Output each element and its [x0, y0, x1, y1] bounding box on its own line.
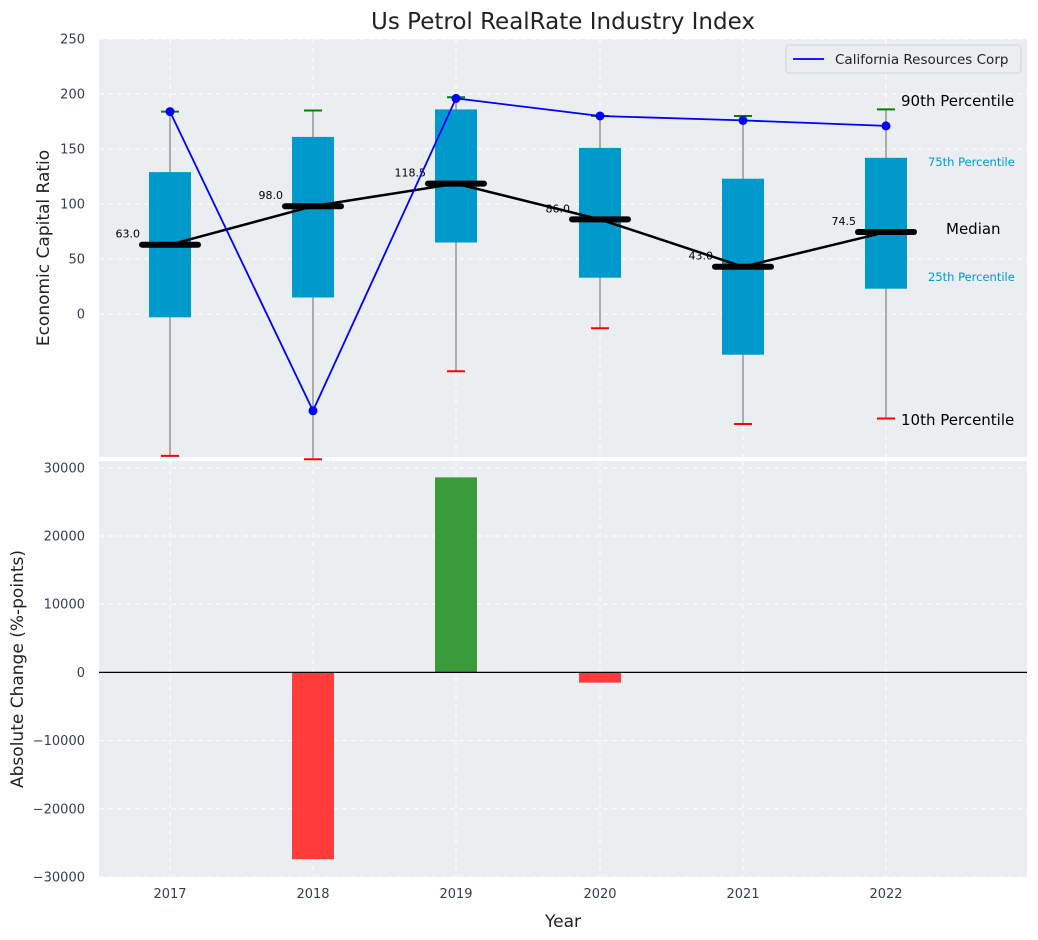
median-value-label: 86.0	[546, 202, 571, 215]
top-y-ticks: 0 50 100 150 200 250	[60, 33, 85, 323]
bottom-plot-area	[99, 461, 1027, 877]
annotation-median: Median	[946, 220, 1001, 238]
legend-box	[785, 44, 1022, 74]
bottom-y-tick-label: 10000	[44, 598, 85, 613]
company-point	[595, 111, 605, 121]
x-axis-label: Year	[544, 912, 581, 932]
top-y-axis-label: Economic Capital Ratio	[34, 150, 54, 346]
bottom-y-tick-label: 0	[77, 666, 85, 681]
top-y-tick-label: 0	[77, 308, 85, 323]
change-bar	[579, 672, 621, 683]
company-series	[165, 93, 891, 416]
bottom-y-ticks: 30000 20000 10000 0 −10000 −20000 −30000	[33, 461, 85, 885]
top-y-tick-label: 50	[68, 253, 85, 268]
annotation-p75: 75th Percentile	[928, 155, 1015, 169]
top-y-tick-label: 100	[60, 198, 85, 213]
x-tick-label: 2020	[583, 887, 616, 902]
median-value-label: 63.0	[116, 228, 141, 241]
box-iqr	[579, 147, 621, 278]
box-iqr	[865, 157, 907, 289]
annotation-p90: 90th Percentile	[901, 92, 1014, 110]
bottom-y-tick-label: 20000	[44, 530, 85, 545]
company-point	[881, 121, 891, 131]
top-y-tick-label: 200	[60, 88, 85, 103]
annotation-p10: 10th Percentile	[901, 411, 1014, 429]
legend: California Resources Corp	[785, 44, 1022, 74]
top-y-tick-label: 150	[60, 143, 85, 158]
x-tick-label: 2018	[296, 887, 329, 902]
bottom-y-tick-label: −30000	[33, 871, 85, 886]
boxplot-series: 63.0 98.0 118.5 86.0 43.0 74.5	[116, 96, 917, 461]
change-bars	[99, 477, 1027, 860]
company-point	[738, 115, 748, 125]
x-tick-label: 2021	[726, 887, 759, 902]
x-tick-label: 2017	[153, 887, 186, 902]
median-value-label: 118.5	[395, 167, 427, 180]
box-iqr	[435, 109, 477, 243]
x-ticks: 2017 2018 2019 2020 2021 2022	[153, 887, 902, 902]
annotation-p25: 25th Percentile	[928, 270, 1015, 284]
median-value-label: 43.0	[689, 250, 714, 263]
company-line	[169, 97, 887, 413]
legend-label: California Resources Corp	[835, 52, 1008, 68]
bottom-y-axis-label: Absolute Change (%-points)	[8, 550, 28, 788]
median-value-label: 98.0	[259, 189, 284, 202]
top-y-tick-label: 250	[60, 33, 85, 48]
median-value-label: 74.5	[832, 215, 857, 228]
change-bar	[435, 477, 477, 673]
company-point	[451, 93, 461, 103]
box-iqr	[292, 136, 334, 298]
bottom-y-tick-label: 30000	[44, 461, 85, 476]
chart-title: Us Petrol RealRate Industry Index	[371, 9, 755, 35]
bottom-y-tick-label: −10000	[33, 734, 85, 749]
top-panel: 0 50 100 150 200 250 63.0 98.0 118.5 86.0 43.0 74.…	[34, 33, 1027, 461]
bottom-y-tick-label: −20000	[33, 802, 85, 817]
median-trend-line	[169, 182, 887, 268]
x-tick-label: 2019	[439, 887, 472, 902]
change-bar	[292, 672, 334, 860]
percentile-annotations: 90th Percentile 75th Percentile Median 25th…	[901, 92, 1015, 429]
company-point	[308, 406, 318, 416]
company-point	[165, 107, 175, 117]
x-tick-label: 2022	[869, 887, 902, 902]
